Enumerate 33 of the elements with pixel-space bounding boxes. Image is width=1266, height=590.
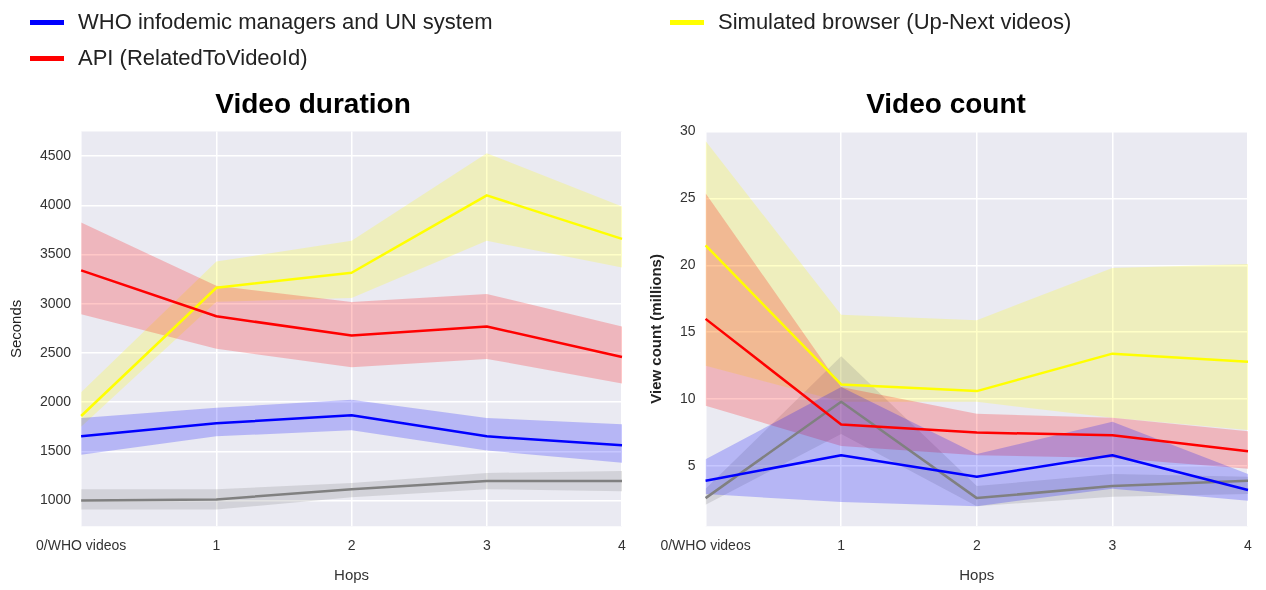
chart-title: Video count <box>866 87 1026 119</box>
y-tick-label: 30 <box>679 122 696 139</box>
y-tick-label: 4000 <box>39 196 72 213</box>
y-tick-label: 20 <box>679 256 696 273</box>
y-tick-label: 1500 <box>39 442 72 459</box>
y-tick-label: 5 <box>687 456 696 473</box>
y-tick-label: 1000 <box>39 491 72 508</box>
legend-label: WHO infodemic managers and UN system <box>78 9 493 35</box>
x-tick-label: 4 <box>1244 537 1253 554</box>
x-tick-label: 1 <box>837 537 846 554</box>
legend-label: API (RelatedToVideoId) <box>78 45 308 71</box>
y-tick-label: 2500 <box>39 343 72 360</box>
y-tick-label: 15 <box>679 323 696 340</box>
x-tick-label: 2 <box>347 537 356 554</box>
y-tick-label: 2000 <box>39 393 72 410</box>
y-tick-label: 25 <box>679 189 696 206</box>
y-axis-title: Seconds <box>7 299 25 359</box>
y-tick-label: 3500 <box>39 245 72 262</box>
y-tick-label: 4500 <box>39 147 72 164</box>
x-tick-label: 3 <box>1108 537 1117 554</box>
y-tick-label: 10 <box>679 389 696 406</box>
x-tick-label: 2 <box>972 537 981 554</box>
x-tick-label: 4 <box>618 537 627 554</box>
x-axis-title: Hops <box>334 566 370 584</box>
y-tick-label: 3000 <box>39 294 72 311</box>
chart-title: Video duration <box>215 87 411 119</box>
x-tick-label: 0/WHO videos <box>660 537 751 554</box>
x-tick-label: 1 <box>212 537 221 554</box>
y-axis-title: View count (millions) <box>647 254 665 404</box>
x-axis-title: Hops <box>959 566 995 584</box>
x-tick-label: 0/WHO videos <box>36 537 127 554</box>
legend-label: Simulated browser (Up-Next videos) <box>718 9 1072 35</box>
x-tick-label: 3 <box>482 537 491 554</box>
